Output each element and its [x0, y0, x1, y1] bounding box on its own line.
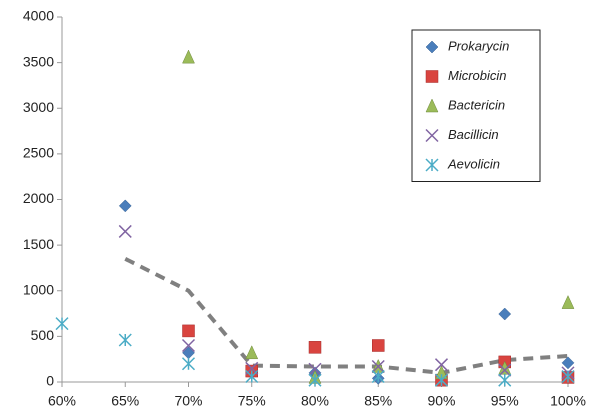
point — [561, 356, 575, 370]
x-tick-label: 70% — [174, 393, 202, 409]
y-tick-label: 2500 — [23, 145, 54, 161]
legend-label: Microbicin — [448, 68, 507, 83]
x-tick-label: 100% — [550, 393, 586, 409]
y-tick-label: 1500 — [23, 236, 54, 252]
point — [245, 369, 259, 384]
point — [498, 363, 512, 377]
legend-marker — [425, 128, 439, 143]
y-tick-label: 3000 — [23, 99, 54, 115]
point — [371, 369, 385, 384]
legend-label: Aevolicin — [447, 156, 500, 171]
y-tick-label: 4000 — [23, 8, 54, 24]
legend-label: Prokarycin — [448, 38, 509, 53]
point — [434, 373, 449, 387]
legend-marker — [425, 158, 439, 172]
point — [434, 358, 449, 372]
point — [181, 338, 196, 353]
point — [372, 339, 385, 352]
point — [308, 362, 322, 376]
legend-label: Bacillicin — [448, 127, 499, 142]
point — [182, 346, 195, 360]
point — [308, 373, 322, 387]
point — [182, 49, 195, 64]
point — [371, 359, 385, 374]
y-tick-label: 2000 — [23, 190, 54, 206]
x-tick-label: 90% — [427, 393, 455, 409]
x-tick-label: 65% — [111, 393, 139, 409]
point — [245, 345, 259, 360]
point — [181, 357, 196, 371]
legend-label: Bactericin — [448, 97, 505, 112]
legend-marker — [425, 70, 439, 83]
point — [118, 199, 132, 213]
x-tick-label: 60% — [48, 393, 76, 409]
x-tick-label: 80% — [301, 393, 329, 409]
point — [498, 307, 512, 321]
legend-marker — [425, 40, 439, 54]
point — [55, 317, 69, 331]
point — [118, 224, 132, 238]
point — [561, 369, 575, 384]
legend: Prokarycin Microbicin Bactericin Bacillicin… — [411, 29, 541, 182]
y-tick-label: 500 — [31, 327, 55, 343]
y-tick-label: 3500 — [23, 53, 54, 69]
point — [498, 373, 512, 387]
x-tick-label: 75% — [238, 393, 266, 409]
point — [561, 295, 575, 309]
y-tick-label: 0 — [46, 373, 54, 389]
point — [182, 324, 195, 338]
x-tick-label: 95% — [491, 393, 519, 409]
legend-marker — [425, 98, 439, 113]
x-tick-label: 85% — [364, 393, 392, 409]
y-tick-label: 1000 — [23, 281, 54, 297]
point — [308, 341, 322, 354]
trend-line — [124, 257, 569, 375]
point — [118, 333, 132, 347]
